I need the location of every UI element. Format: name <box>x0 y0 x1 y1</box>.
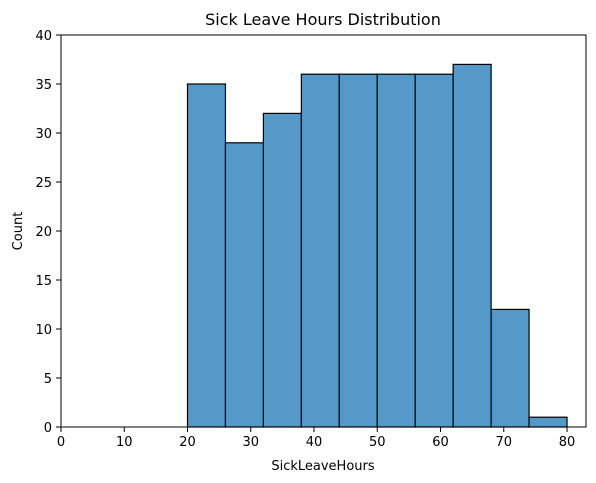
y-tick-label-3: 15 <box>35 274 52 289</box>
histogram-bar-6 <box>414 73 454 428</box>
x-tick-label-0: 0 <box>57 435 65 450</box>
y-tick-label-0: 0 <box>44 421 52 436</box>
histogram-bar-8 <box>490 308 530 428</box>
x-tick-label-6: 60 <box>432 435 449 450</box>
y-tick-label-5: 25 <box>35 176 52 191</box>
x-axis-ticks: 0 10 20 30 40 50 60 70 80 <box>57 427 575 450</box>
y-tick-label-2: 10 <box>35 323 52 338</box>
histogram-bar-0 <box>186 83 227 428</box>
y-tick-label-4: 20 <box>35 225 52 240</box>
x-tick-label-1: 10 <box>116 435 133 450</box>
x-tick-label-4: 40 <box>306 435 323 450</box>
y-axis-label: Count <box>11 212 26 251</box>
y-tick-label-6: 30 <box>35 127 52 142</box>
histogram-bar-2 <box>262 112 302 428</box>
histogram-bar-5 <box>376 73 416 428</box>
bars-layer <box>186 63 568 428</box>
y-tick-label-1: 5 <box>44 372 52 387</box>
x-tick-label-8: 80 <box>559 435 576 450</box>
histogram-bar-3 <box>300 73 340 428</box>
x-axis-label: SickLeaveHours <box>271 459 375 474</box>
y-tick-label-7: 35 <box>35 78 52 93</box>
x-tick-label-3: 30 <box>242 435 259 450</box>
x-tick-label-5: 50 <box>369 435 386 450</box>
y-tick-label-8: 40 <box>35 29 52 44</box>
histogram-bar-1 <box>224 142 265 428</box>
chart-title: Sick Leave Hours Distribution <box>205 10 441 29</box>
x-tick-label-7: 70 <box>495 435 512 450</box>
plot-frame <box>60 34 587 428</box>
y-axis-ticks: 0 5 10 15 20 25 30 35 40 <box>35 29 61 436</box>
histogram-bar-7 <box>452 63 492 428</box>
x-tick-label-2: 20 <box>179 435 196 450</box>
histogram-bar-4 <box>338 73 378 428</box>
histogram-bar-9 <box>528 416 568 428</box>
